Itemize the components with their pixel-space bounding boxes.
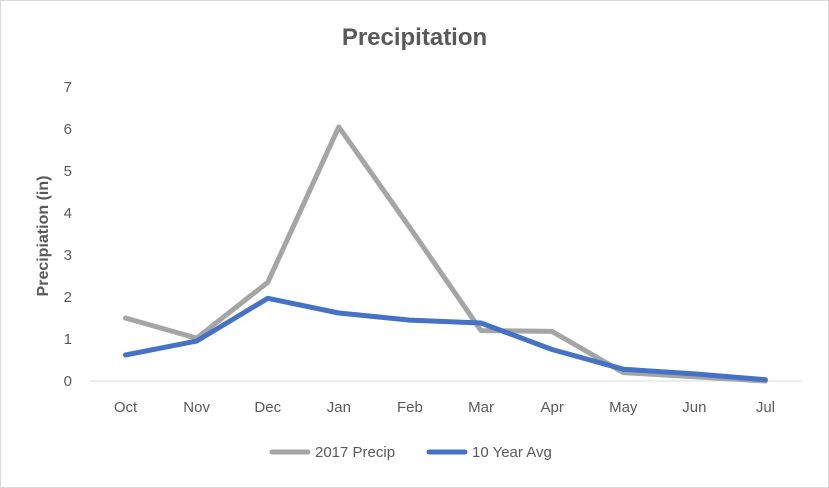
series-line-1 xyxy=(123,124,768,384)
x-tick-label: Dec xyxy=(254,399,281,416)
y-tick-label: 5 xyxy=(64,163,72,180)
x-tick-label: Jul xyxy=(756,399,775,416)
y-tick-label: 6 xyxy=(64,121,72,138)
x-tick-label: Apr xyxy=(540,399,563,416)
y-tick-label: 7 xyxy=(64,79,72,96)
y-tick-label: 4 xyxy=(64,205,72,222)
x-tick-label: May xyxy=(609,399,638,416)
series-line-2 xyxy=(123,295,768,383)
x-tick-label: Oct xyxy=(114,399,138,416)
x-tick-label: Jun xyxy=(682,399,706,416)
y-tick-label: 1 xyxy=(64,331,72,348)
legend-label: 10 Year Avg xyxy=(472,444,552,461)
x-tick-label: Feb xyxy=(397,399,423,416)
chart-title: Precipitation xyxy=(341,24,488,51)
legend-label: 2017 Precip xyxy=(315,444,395,461)
x-tick-label: Mar xyxy=(468,399,494,416)
y-tick-label: 2 xyxy=(64,289,72,306)
y-tick-label: 0 xyxy=(64,373,72,390)
x-tick-label: Jan xyxy=(327,399,351,416)
y-tick-label: 3 xyxy=(64,247,72,264)
x-tick-label: Nov xyxy=(183,399,210,416)
